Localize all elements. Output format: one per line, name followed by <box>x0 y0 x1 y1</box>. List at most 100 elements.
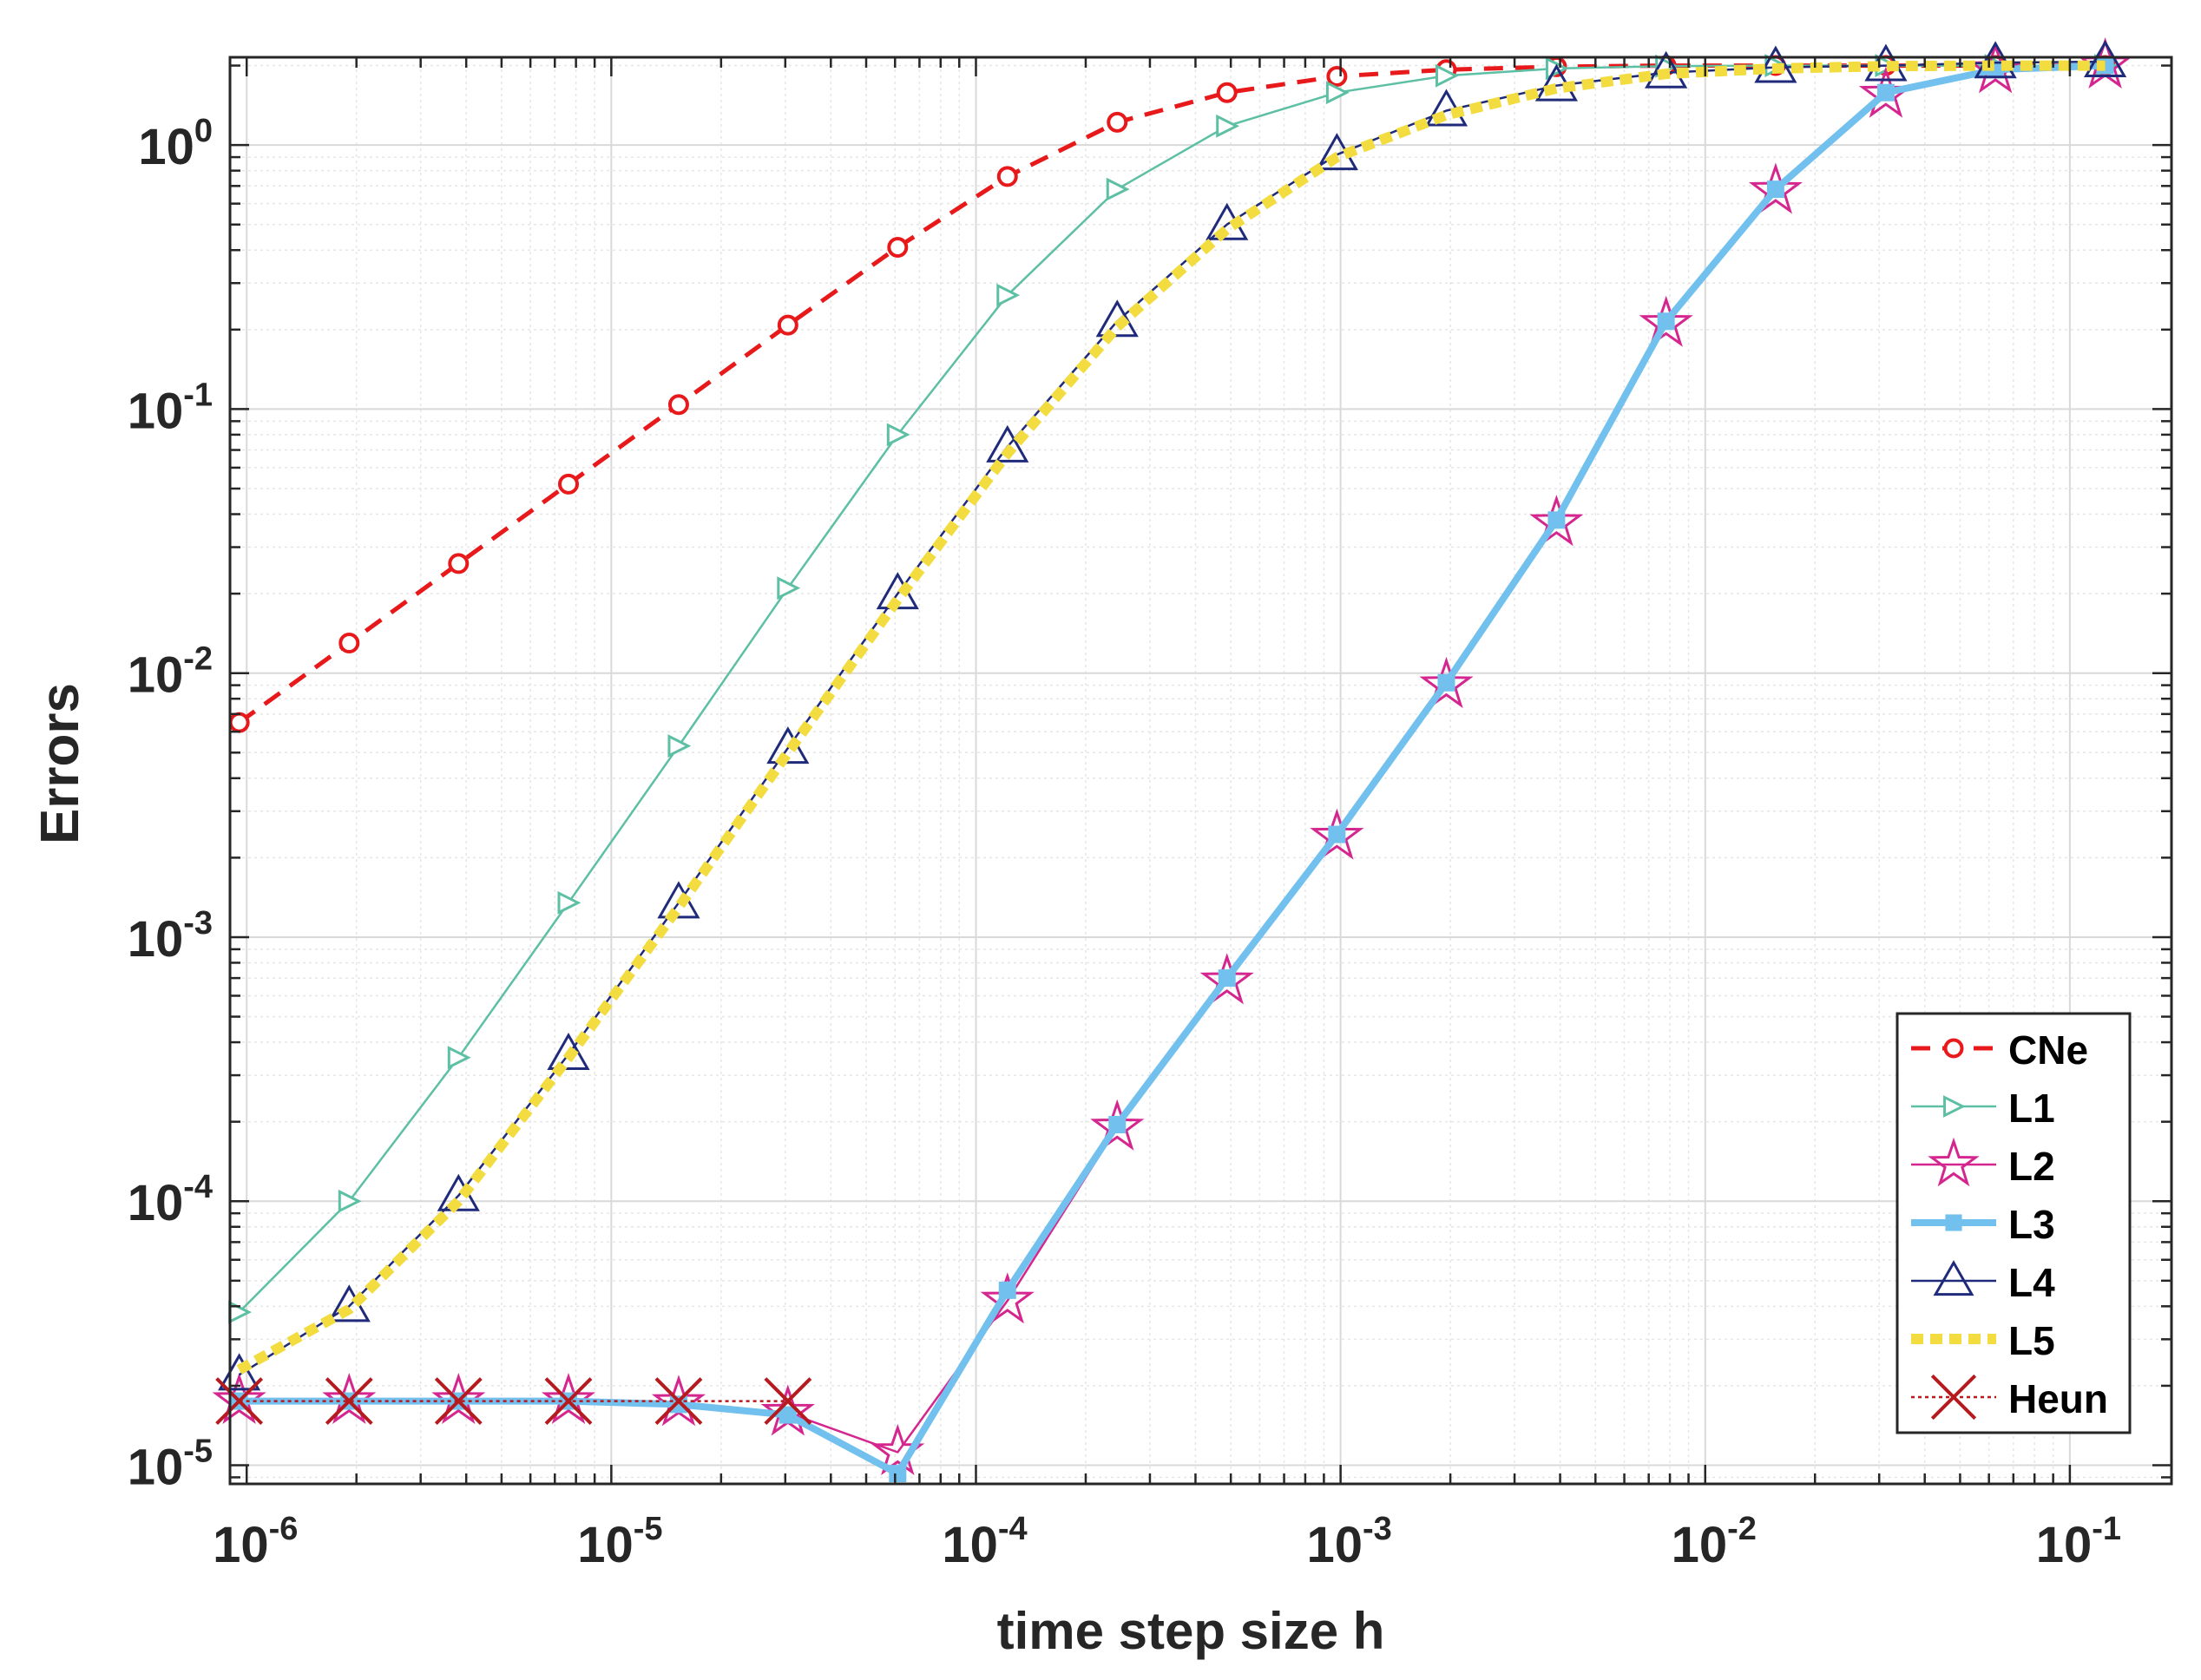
data-point-circle <box>777 314 798 336</box>
data-point-square <box>998 1281 1016 1299</box>
legend-label: L1 <box>2008 1086 2055 1131</box>
data-point-triangle <box>777 576 801 600</box>
data-point-triangle <box>996 283 1021 307</box>
y-tick-label: 10-2 <box>128 641 213 704</box>
x-tick-label: 10-3 <box>1306 1511 1391 1573</box>
data-point-x <box>1930 1374 1977 1421</box>
data-point-star <box>431 1372 486 1424</box>
y-tick-label: 10-4 <box>128 1169 213 1231</box>
series-l5 <box>236 60 2106 1375</box>
data-point-star <box>1529 495 1584 547</box>
data-point-square <box>889 1465 907 1483</box>
data-point-circle <box>228 712 250 733</box>
legend-entry-cne: CNe <box>1911 1027 2088 1073</box>
data-point-x <box>544 1377 593 1425</box>
data-point-square <box>1437 673 1455 692</box>
y-tick-label: 10-1 <box>128 377 213 439</box>
data-point-x-stroke <box>764 1377 812 1425</box>
series-line-l5 <box>236 60 2106 1375</box>
plot-area <box>230 57 2171 1484</box>
data-point-circle <box>667 394 689 416</box>
data-point-x <box>325 1377 373 1425</box>
data-point-square <box>779 1406 797 1424</box>
data-point-triangle <box>1435 63 1459 88</box>
data-point-triangle <box>1754 45 1797 83</box>
data-point-triangle <box>1216 114 1240 138</box>
data-point-triangle <box>447 1046 471 1070</box>
legend-entry-l5: L5 <box>1911 1318 2055 1363</box>
x-tick-label: 10-1 <box>2036 1511 2121 1573</box>
data-point-x <box>215 1377 264 1425</box>
data-point-triangle <box>1645 50 1688 89</box>
data-point-star <box>1199 953 1254 1005</box>
legend-label: L4 <box>2008 1260 2055 1305</box>
data-point-x-stroke <box>1930 1374 1977 1421</box>
axes-box <box>228 56 2173 1486</box>
plot-series <box>212 36 2132 1483</box>
data-point-x-stroke <box>215 1377 264 1425</box>
data-point-star <box>1310 808 1364 860</box>
data-point-x <box>654 1377 703 1425</box>
x-axis-title: time step size h <box>997 1602 1385 1660</box>
data-point-triangle <box>1106 177 1130 201</box>
data-point-circle <box>558 473 580 495</box>
data-point-square <box>1328 825 1346 843</box>
legend-label: CNe <box>2008 1027 2088 1073</box>
y-tick-label: 10-3 <box>128 905 213 968</box>
data-point-star <box>541 1372 596 1424</box>
data-point-star <box>1928 1137 1980 1187</box>
data-point-x <box>764 1377 812 1425</box>
data-point-x <box>434 1377 483 1425</box>
legend-entry-l1: L1 <box>1911 1086 2055 1131</box>
legend-entry-l2: L2 <box>1911 1137 2055 1189</box>
data-point-square <box>1218 969 1236 988</box>
data-point-star <box>980 1272 1035 1324</box>
legend-entry-heun: Heun <box>1911 1374 2108 1421</box>
legend-entry-l4: L4 <box>1911 1260 2055 1305</box>
data-point-square <box>1876 83 1895 102</box>
data-point-triangle <box>2084 39 2127 78</box>
data-point-square <box>1657 312 1675 331</box>
data-point-square <box>1766 180 1784 199</box>
x-tick-label: 10-4 <box>942 1511 1027 1573</box>
y-tick-label: 10-5 <box>128 1434 213 1496</box>
data-point-square <box>1547 511 1566 529</box>
legend-label: L5 <box>2008 1318 2055 1363</box>
data-point-triangle <box>1943 1095 1966 1118</box>
data-point-circle <box>887 236 909 258</box>
data-point-square <box>1945 1214 1962 1231</box>
data-point-x-stroke <box>654 1377 703 1425</box>
data-point-x-stroke <box>544 1377 593 1425</box>
data-point-circle <box>996 166 1018 187</box>
legend-label: L2 <box>2008 1144 2055 1189</box>
data-point-star <box>212 1372 266 1424</box>
data-point-star <box>1748 162 1803 214</box>
tick-labels: 10-6 10-5 10-4 10-3 10-2 10-110-510-410-310-2… <box>128 113 2121 1573</box>
legend: CNe L1 L2 L3 L4 L5 Heun <box>1895 1012 2132 1434</box>
data-point-circle <box>448 553 470 574</box>
legend-label: L3 <box>2008 1202 2055 1247</box>
data-point-star <box>1639 295 1693 347</box>
data-point-triangle <box>557 890 581 915</box>
axes <box>228 56 2173 1486</box>
data-point-star <box>1419 656 1474 709</box>
data-point-circle <box>1216 82 1238 103</box>
data-point-triangle <box>886 423 910 447</box>
data-point-square <box>1108 1115 1127 1133</box>
data-point-x-stroke <box>434 1377 483 1425</box>
data-point-circle <box>338 633 360 654</box>
data-point-star <box>322 1372 377 1424</box>
x-tick-label: 10-6 <box>213 1511 298 1573</box>
series-line-l3 <box>239 62 2106 1478</box>
data-point-triangle <box>1325 81 1350 105</box>
series-line-cne <box>238 63 2106 725</box>
y-tick-label: 100 <box>138 113 213 175</box>
data-point-x-stroke <box>325 1377 373 1425</box>
data-point-triangle <box>986 424 1029 463</box>
series-heun <box>215 1377 812 1425</box>
data-point-triangle <box>667 734 692 758</box>
data-point-circle <box>1107 111 1128 133</box>
data-point-triangle <box>1095 299 1139 338</box>
grid <box>229 57 2171 1484</box>
